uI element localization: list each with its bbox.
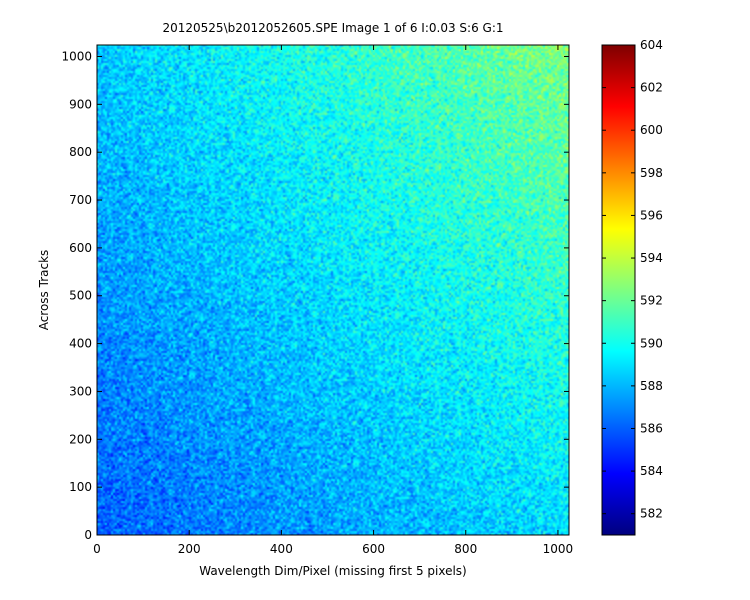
x-axis: 0 200 400 600 800 1000	[93, 45, 573, 556]
x-tick-label: 400	[270, 542, 293, 556]
colorbar-ticks: 582 584 586 588 590 592 594 596 598 600 602 604	[602, 38, 663, 521]
y-tick-label: 300	[69, 384, 92, 398]
colorbar-tick-label: 584	[640, 464, 663, 478]
x-tick-label: 800	[454, 542, 477, 556]
plot-frame	[96, 44, 570, 536]
y-tick-label: 1000	[61, 49, 92, 63]
colorbar-tick-label: 596	[640, 208, 663, 222]
colorbar-tick-label: 586	[640, 421, 663, 435]
x-tick-label: 0	[93, 542, 101, 556]
colorbar-gradient	[602, 45, 635, 535]
colorbar-tick-label: 588	[640, 379, 663, 393]
colorbar-tick-label: 594	[640, 251, 663, 265]
y-tick-label: 0	[84, 528, 92, 542]
y-tick-label: 800	[69, 145, 92, 159]
y-tick-label: 600	[69, 241, 92, 255]
chart-title: 20120525\b2012052605.SPE Image 1 of 6 I:…	[162, 21, 503, 35]
heatmap-image	[97, 45, 569, 535]
y-tick-label: 500	[69, 289, 92, 303]
colorbar-tick-label: 598	[640, 166, 663, 180]
x-axis-label: Wavelength Dim/Pixel (missing first 5 pi…	[199, 564, 467, 578]
colorbar-tick-label: 582	[640, 507, 663, 521]
colorbar-tick-label: 604	[640, 38, 663, 52]
colorbar-tick-label: 602	[640, 81, 663, 95]
x-tick-label: 200	[178, 542, 201, 556]
y-tick-label: 400	[69, 337, 92, 351]
y-axis-label: Across Tracks	[37, 250, 51, 331]
y-tick-label: 200	[69, 432, 92, 446]
y-tick-label: 900	[69, 97, 92, 111]
x-tick-label: 1000	[543, 542, 574, 556]
colorbar: 582 584 586 588 590 592 594 596 598 600 602 604	[601, 38, 663, 536]
colorbar-tick-label: 590	[640, 336, 663, 350]
colorbar-tick-label: 592	[640, 294, 663, 308]
x-tick-label: 600	[362, 542, 385, 556]
colorbar-frame	[601, 44, 636, 536]
plot-area	[96, 44, 570, 536]
y-axis: 0 100 200 300 400 500 600 700 800 900 1000	[61, 49, 569, 542]
y-tick-label: 700	[69, 193, 92, 207]
y-tick-label: 100	[69, 480, 92, 494]
colorbar-tick-label: 600	[640, 123, 663, 137]
